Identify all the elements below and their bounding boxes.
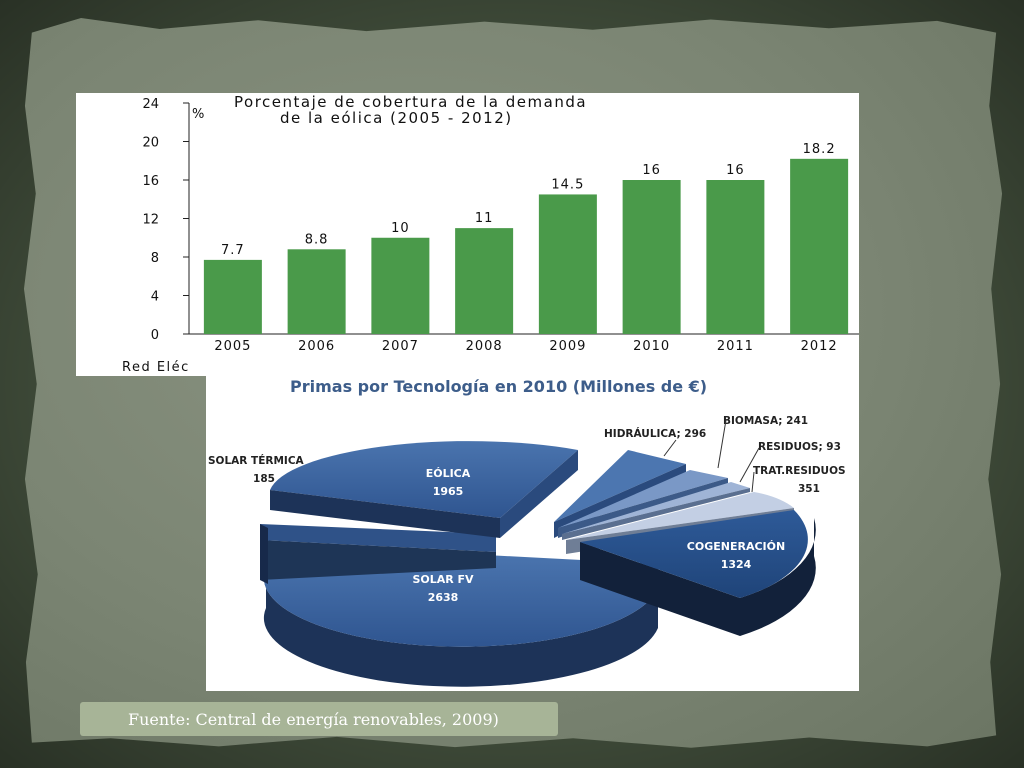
pie-label-eolica-name: EÓLICA <box>426 467 471 480</box>
pie-chart: Primas por Tecnología en 2010 (Millones … <box>208 377 846 687</box>
bar-y-tick-label: 20 <box>142 136 159 151</box>
bar-x-tick-label: 2012 <box>801 339 838 354</box>
bar-y-tick-label: 16 <box>142 174 159 189</box>
pie-chart-title: Primas por Tecnología en 2010 (Millones … <box>290 377 707 396</box>
pie-slice-residuos <box>562 482 750 540</box>
bar-chart-title-line-1: Porcentaje de cobertura de la demanda <box>234 93 587 111</box>
bar-chart-title-line-2: de la eólica (2005 - 2012) <box>280 109 513 127</box>
source-caption: Fuente: Central de energía renovables, 2… <box>128 709 499 729</box>
pie-label-trat-residuos-name: TRAT.RESIDUOS <box>753 465 846 477</box>
bar-x-tick-label: 2008 <box>466 339 503 354</box>
pie-chart-panel: Primas por Tecnología en 2010 (Millones … <box>206 358 859 691</box>
bar-2011 <box>706 180 765 334</box>
bar-x-tick-label: 2009 <box>549 339 586 354</box>
pie-label-cogeneracion-value: 1324 <box>721 558 752 571</box>
pie-leader-trat-residuos <box>751 471 755 493</box>
bar-x-tick-label: 2006 <box>298 339 335 354</box>
bar-chart: 0 4 8 12 16 20 24 7.7 2005 8.8 2006 10 2007 11 2008 14… <box>122 93 859 375</box>
bar-value-label: 8.8 <box>305 232 329 247</box>
bar-x-tick-label: 2010 <box>633 339 670 354</box>
bar-y-tick-label: 8 <box>151 251 159 266</box>
pie-label-trat-residuos-value: 351 <box>798 483 820 495</box>
pie-label-hidraulica: HIDRÁULICA; 296 <box>604 427 706 440</box>
bar-y-tick-label: 12 <box>142 213 159 228</box>
pie-slice-cogeneracion <box>580 510 816 636</box>
bar-x-tick-label: 2005 <box>214 339 251 354</box>
pie-leader-residuos <box>739 447 760 483</box>
bar-2009 <box>538 194 597 334</box>
bar-y-tick-label: 24 <box>142 97 159 112</box>
pie-label-solar-fv-name: SOLAR FV <box>412 573 474 586</box>
bar-chart-panel: 0 4 8 12 16 20 24 7.7 2005 8.8 2006 10 2007 11 2008 14… <box>76 93 859 376</box>
bar-2006 <box>287 249 346 334</box>
pie-leader-biomasa <box>717 419 727 469</box>
bar-2010 <box>622 180 681 334</box>
source-caption-box: Fuente: Central de energía renovables, 2… <box>80 702 558 736</box>
bar-chart-source-fragment: Red Eléc <box>122 360 190 375</box>
bar-value-label: 7.7 <box>221 243 245 258</box>
bar-y-tick-label: 0 <box>151 328 159 343</box>
bar-value-label: 14.5 <box>551 177 584 192</box>
bar-value-label: 16 <box>726 163 745 178</box>
pie-label-solar-termica-value: 185 <box>253 473 275 485</box>
pie-slice-solar-termica <box>260 524 496 584</box>
bar-value-label: 10 <box>391 221 410 236</box>
pie-leader-hidraulica <box>663 439 677 457</box>
pie-label-cogeneracion-name: COGENERACIÓN <box>687 540 785 553</box>
bar-2005 <box>203 259 262 334</box>
pie-label-residuos: RESIDUOS; 93 <box>758 441 841 453</box>
bar-chart-y-unit: % <box>192 107 204 122</box>
pie-label-solar-fv-value: 2638 <box>428 591 459 604</box>
pie-slice-eolica <box>270 441 578 538</box>
bar-2012 <box>790 158 849 334</box>
bar-value-label: 16 <box>642 163 661 178</box>
bar-x-tick-label: 2011 <box>717 339 754 354</box>
bar-value-label: 11 <box>475 211 494 226</box>
bar-x-tick-label: 2007 <box>382 339 419 354</box>
pie-label-solar-termica-name: SOLAR TÉRMICA <box>208 454 305 467</box>
bar-2008 <box>455 228 514 334</box>
pie-label-biomasa: BIOMASA; 241 <box>723 415 808 427</box>
bar-2007 <box>371 237 430 334</box>
pie-label-eolica-value: 1965 <box>433 485 464 498</box>
bar-value-label: 18.2 <box>803 142 836 157</box>
bar-y-tick-label: 4 <box>151 290 159 305</box>
